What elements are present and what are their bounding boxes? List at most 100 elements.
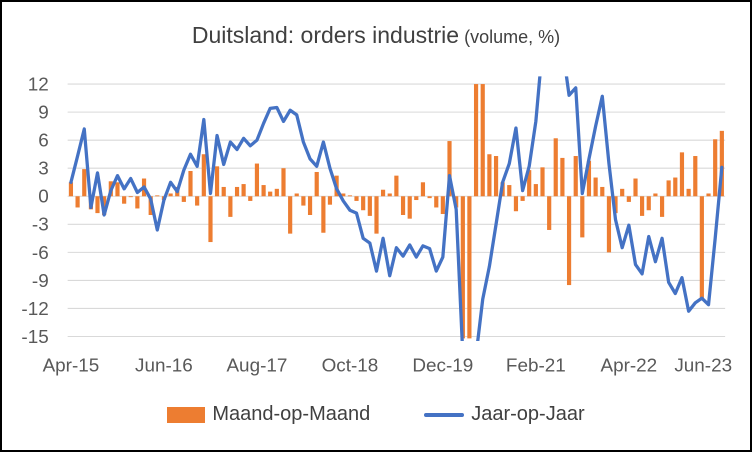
- yoy-line-series: [69, 76, 724, 341]
- mom-bar: [228, 196, 233, 217]
- mom-bar: [75, 196, 80, 208]
- mom-bar: [354, 196, 359, 201]
- mom-bar: [507, 185, 512, 197]
- y-tick-label: 12: [28, 74, 49, 95]
- mom-bar: [473, 84, 479, 197]
- mom-bar: [580, 196, 585, 238]
- mom-bar: [606, 196, 612, 253]
- y-tick-label: -12: [21, 298, 48, 319]
- mom-bar: [327, 196, 333, 205]
- mom-bar: [613, 196, 618, 214]
- mom-bar: [626, 196, 631, 202]
- mom-bar: [241, 184, 246, 197]
- mom-bar: [646, 196, 651, 211]
- mom-bar: [600, 186, 605, 197]
- x-tick-label: Aug-17: [226, 355, 287, 376]
- y-tick-label: 3: [38, 158, 49, 179]
- x-axis-tick-labels: Apr-15 Jun-16 Aug-17 Oct-18 Dec-19 Feb-21 Apr-…: [43, 355, 733, 376]
- mom-bar: [633, 178, 638, 197]
- y-tick-label: -3: [32, 214, 49, 235]
- mom-bar: [374, 196, 379, 234]
- mom-bar: [234, 186, 240, 197]
- x-tick-label: Apr-15: [43, 355, 100, 376]
- mom-bar: [566, 196, 572, 286]
- mom-bar: [480, 84, 485, 197]
- mom-bar: [367, 196, 372, 216]
- y-tick-label: 6: [38, 130, 49, 151]
- legend-line-swatch-icon: [424, 412, 465, 417]
- mom-bar: [248, 196, 253, 201]
- y-tick-label: -9: [32, 270, 49, 291]
- y-tick-label: 9: [38, 102, 49, 123]
- chart-title-main: Duitsland: orders industrie: [191, 22, 460, 48]
- mom-bar: [719, 130, 724, 197]
- mom-bar: [221, 186, 226, 197]
- mom-bar: [387, 193, 392, 197]
- legend-label-maand-op-maand: Maand-op-Maand: [212, 403, 371, 425]
- mom-bar: [467, 196, 472, 339]
- mom-bar: [135, 196, 140, 209]
- mom-bar: [274, 188, 279, 197]
- legend: Maand-op-Maand Jaar-op-Jaar: [2, 403, 750, 426]
- mom-bar: [447, 141, 452, 197]
- x-tick-label: Dec-19: [412, 355, 473, 376]
- chart-title-suffix: (volume, %): [459, 27, 561, 47]
- mom-bar: [307, 196, 313, 215]
- mom-bar: [188, 170, 193, 197]
- mom-bar: [82, 169, 87, 197]
- mom-bar: [679, 152, 685, 197]
- mom-bar: [666, 180, 671, 197]
- mom-bar: [493, 156, 499, 197]
- mom-bar: [639, 196, 645, 216]
- x-tick-label: Apr-22: [600, 355, 657, 376]
- mom-bar: [128, 196, 133, 198]
- mom-bar: [347, 195, 353, 197]
- mom-bar: [400, 196, 406, 215]
- x-tick-label: Jun-16: [135, 355, 193, 376]
- mom-bar: [168, 193, 173, 197]
- gridlines: [67, 83, 726, 338]
- mom-bar: [261, 185, 266, 197]
- mom-bar: [573, 156, 578, 197]
- mom-bar: [586, 160, 592, 197]
- mom-bar: [414, 196, 419, 201]
- mom-bar: [301, 196, 306, 206]
- mom-bar: [427, 196, 432, 199]
- mom-bar: [673, 177, 678, 197]
- mom-bar: [214, 166, 220, 197]
- mom-bar: [195, 196, 200, 206]
- mom-bar: [713, 139, 718, 197]
- legend-label-jaar-op-jaar: Jaar-op-Jaar: [471, 403, 585, 425]
- mom-bar: [288, 196, 293, 234]
- y-axis-tick-labels: 12 9 6 3 0 -3 -6 -9 -12 -15: [21, 74, 48, 347]
- mom-bar: [527, 170, 532, 197]
- legend-bar-swatch-icon: [167, 406, 206, 423]
- y-tick-label: -15: [21, 326, 48, 347]
- mom-bar: [540, 167, 545, 197]
- mom-bar: [520, 196, 525, 201]
- mom-bar: [341, 193, 346, 197]
- mom-bar: [268, 191, 273, 197]
- mom-bar: [201, 154, 206, 197]
- mom-bar: [321, 196, 326, 233]
- x-tick-label: Feb-21: [506, 355, 566, 376]
- mom-bar: [281, 168, 286, 197]
- mom-bar: [487, 154, 492, 197]
- x-tick-label: Oct-18: [322, 355, 379, 376]
- mom-bar-series: [68, 84, 724, 339]
- mom-bar: [706, 193, 711, 197]
- mom-bar: [659, 196, 665, 217]
- mom-bar: [181, 196, 186, 202]
- mom-bar: [314, 171, 319, 197]
- mom-bar: [122, 196, 127, 204]
- mom-bar: [693, 156, 698, 197]
- mom-bar: [407, 196, 412, 219]
- yoy-line: [69, 76, 724, 341]
- mom-bar: [115, 182, 120, 197]
- mom-bar: [420, 182, 426, 197]
- chart-title: Duitsland: orders industrie (volume, %): [2, 22, 750, 49]
- mom-bar: [254, 163, 260, 197]
- mom-bar: [513, 196, 519, 212]
